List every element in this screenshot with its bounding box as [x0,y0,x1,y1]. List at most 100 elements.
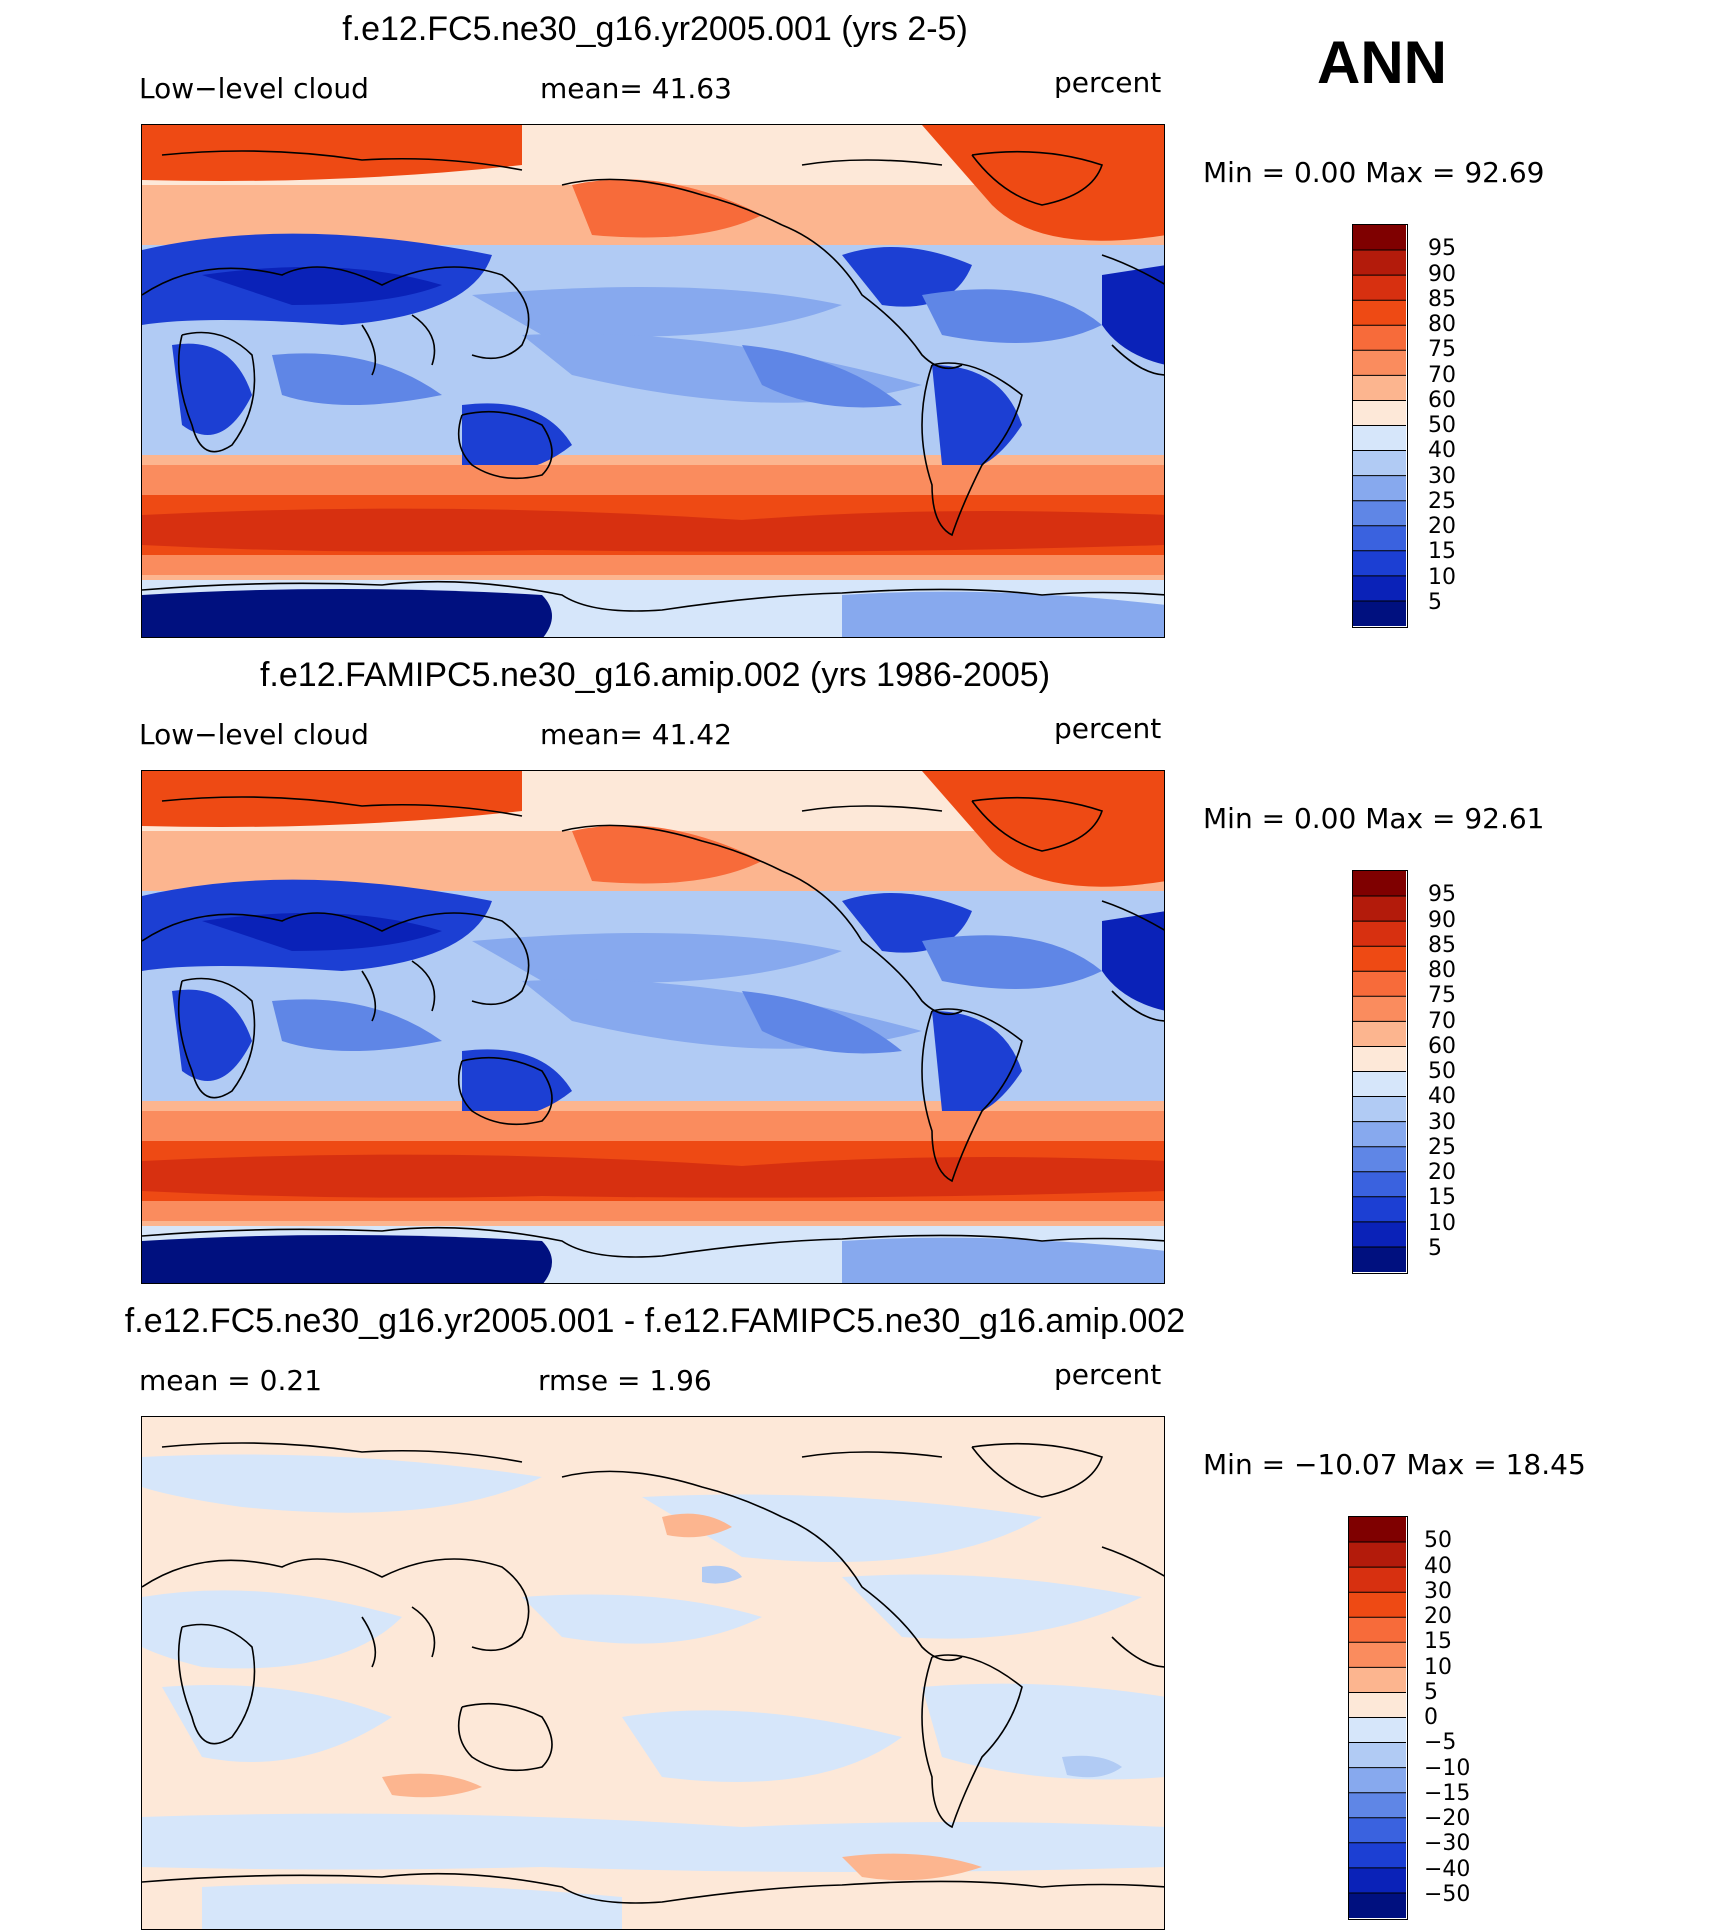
panel-1-colorbar-swatches [1353,225,1406,627]
colorbar-swatch [1353,425,1406,452]
colorbar-swatch [1353,600,1406,627]
colorbar-swatch [1353,1246,1406,1273]
colorbar-tick-label: 5 [1424,1679,1438,1705]
colorbar-swatch [1353,250,1406,276]
colorbar-swatch [1349,1742,1406,1769]
colorbar-tick-label: 5 [1428,589,1442,615]
colorbar-tick-label: 15 [1424,1629,1452,1655]
colorbar-swatch [1349,1842,1406,1869]
colorbar-swatch [1349,1542,1406,1568]
season-label: ANN [1317,29,1447,96]
colorbar-swatch [1353,921,1406,947]
colorbar-tick-label: 90 [1428,261,1456,287]
colorbar-swatch [1353,996,1406,1022]
colorbar-swatch [1353,500,1406,527]
colorbar-swatch [1353,525,1406,552]
colorbar-tick-label: −40 [1424,1856,1471,1882]
colorbar-swatch [1353,1071,1406,1098]
panel-3-rmse-label: rmse = 1.96 [538,1364,712,1397]
panel-1-title: f.e12.FC5.ne30_g16.yr2005.001 (yrs 2-5) [342,10,968,48]
colorbar-tick-label: 25 [1428,488,1456,514]
colorbar-tick-label: −30 [1424,1831,1471,1857]
colorbar-tick-label: 10 [1428,564,1456,590]
colorbar-tick-label: 80 [1428,312,1456,337]
colorbar-tick-label: −15 [1424,1780,1471,1806]
colorbar-swatch [1353,1221,1406,1248]
colorbar-tick-label: 90 [1428,907,1456,933]
panel-1-units-label: percent [1054,66,1162,99]
colorbar-swatch [1349,1642,1406,1668]
colorbar-swatch [1353,946,1406,972]
colorbar-tick-label: 15 [1428,1185,1456,1211]
colorbar-swatch [1353,896,1406,922]
panel-3-mean-label: mean = 0.21 [139,1364,323,1397]
colorbar-tick-label: 95 [1428,236,1456,262]
colorbar-tick-label: 20 [1428,514,1456,539]
panel-3-minmax: Min = −10.07 Max = 18.45 [1203,1448,1586,1481]
panel-1-mean-label: mean= 41.63 [540,72,732,105]
colorbar-tick-label: −50 [1424,1881,1471,1907]
colorbar-swatch [1349,1617,1406,1643]
colorbar-tick-label: 85 [1428,286,1456,312]
colorbar-swatch [1353,1171,1406,1198]
colorbar-swatch [1353,350,1406,376]
colorbar-tick-label: −10 [1424,1755,1471,1781]
colorbar-swatch [1353,1121,1406,1148]
colorbar-tick-label: 40 [1428,1084,1456,1110]
colorbar-tick-label: 30 [1428,463,1456,489]
colorbar-swatch [1353,450,1406,477]
panel-2-minmax: Min = 0.00 Max = 92.61 [1203,802,1545,835]
colorbar-tick-label: 70 [1428,362,1456,388]
colorbar-tick-label: 95 [1428,882,1456,908]
colorbar-tick-label: 20 [1424,1604,1452,1629]
colorbar-tick-label: 30 [1424,1578,1452,1604]
colorbar-tick-label: 5 [1428,1235,1442,1261]
panel-1-colorbar-labels: 95 90 85 80 75 70 60 50 40 30 25 20 15 10 5 [1428,224,1488,628]
panel-3-colorbar-labels: 50 40 30 20 15 10 5 0 −5 −10 −15 −20 −30 −40 −50 [1424,1516,1494,1920]
panel-3-title: f.e12.FC5.ne30_g16.yr2005.001 - f.e12.FA… [124,1302,1186,1340]
colorbar-swatch [1353,300,1406,326]
panel-1-minmax: Min = 0.00 Max = 92.69 [1203,156,1545,189]
colorbar-swatch [1353,550,1406,577]
colorbar-swatch [1353,325,1406,351]
colorbar-swatch [1349,1517,1406,1543]
colorbar-tick-label: 50 [1424,1528,1452,1554]
colorbar-swatch [1353,1046,1406,1072]
colorbar-swatch [1353,1021,1406,1047]
colorbar-swatch [1353,475,1406,502]
panel-1-colorbar [1352,224,1408,628]
colorbar-swatch [1349,1892,1406,1919]
colorbar-tick-label: 30 [1428,1109,1456,1135]
colorbar-swatch [1353,871,1406,897]
colorbar-swatch [1353,225,1406,251]
panel-2-title: f.e12.FAMIPC5.ne30_g16.amip.002 (yrs 198… [259,656,1051,694]
panel-2-colorbar-swatches [1353,871,1406,1273]
colorbar-swatch [1353,1146,1406,1173]
colorbar-swatch [1349,1867,1406,1894]
panel-3-map-field [142,1417,1164,1929]
panel-2-colorbar [1352,870,1408,1274]
colorbar-tick-label: 85 [1428,932,1456,958]
panel-2-colorbar-labels: 95 90 85 80 75 70 60 50 40 30 25 20 15 10 5 [1428,870,1488,1274]
colorbar-tick-label: 60 [1428,1033,1456,1059]
panel-2-mean-label: mean= 41.42 [540,718,732,751]
colorbar-tick-label: 40 [1428,438,1456,464]
panel-3-colorbar [1348,1516,1408,1920]
colorbar-swatch [1349,1817,1406,1844]
colorbar-tick-label: 50 [1428,413,1456,438]
colorbar-tick-label: 25 [1428,1134,1456,1160]
colorbar-tick-label: 50 [1428,1059,1456,1084]
colorbar-swatch [1353,275,1406,301]
colorbar-tick-label: 40 [1424,1553,1452,1579]
panel-2-map [141,770,1165,1284]
panel-1-variable-label: Low−level cloud [139,72,369,105]
panel-2-variable-label: Low−level cloud [139,718,369,751]
colorbar-tick-label: 15 [1428,539,1456,565]
colorbar-swatch [1349,1792,1406,1819]
panel-3-map [141,1416,1165,1930]
panel-3-colorbar-swatches [1349,1517,1406,1919]
colorbar-swatch [1353,400,1406,426]
colorbar-swatch [1353,971,1406,997]
colorbar-tick-label: 75 [1428,983,1456,1009]
panel-2-map-field [142,771,1164,1283]
